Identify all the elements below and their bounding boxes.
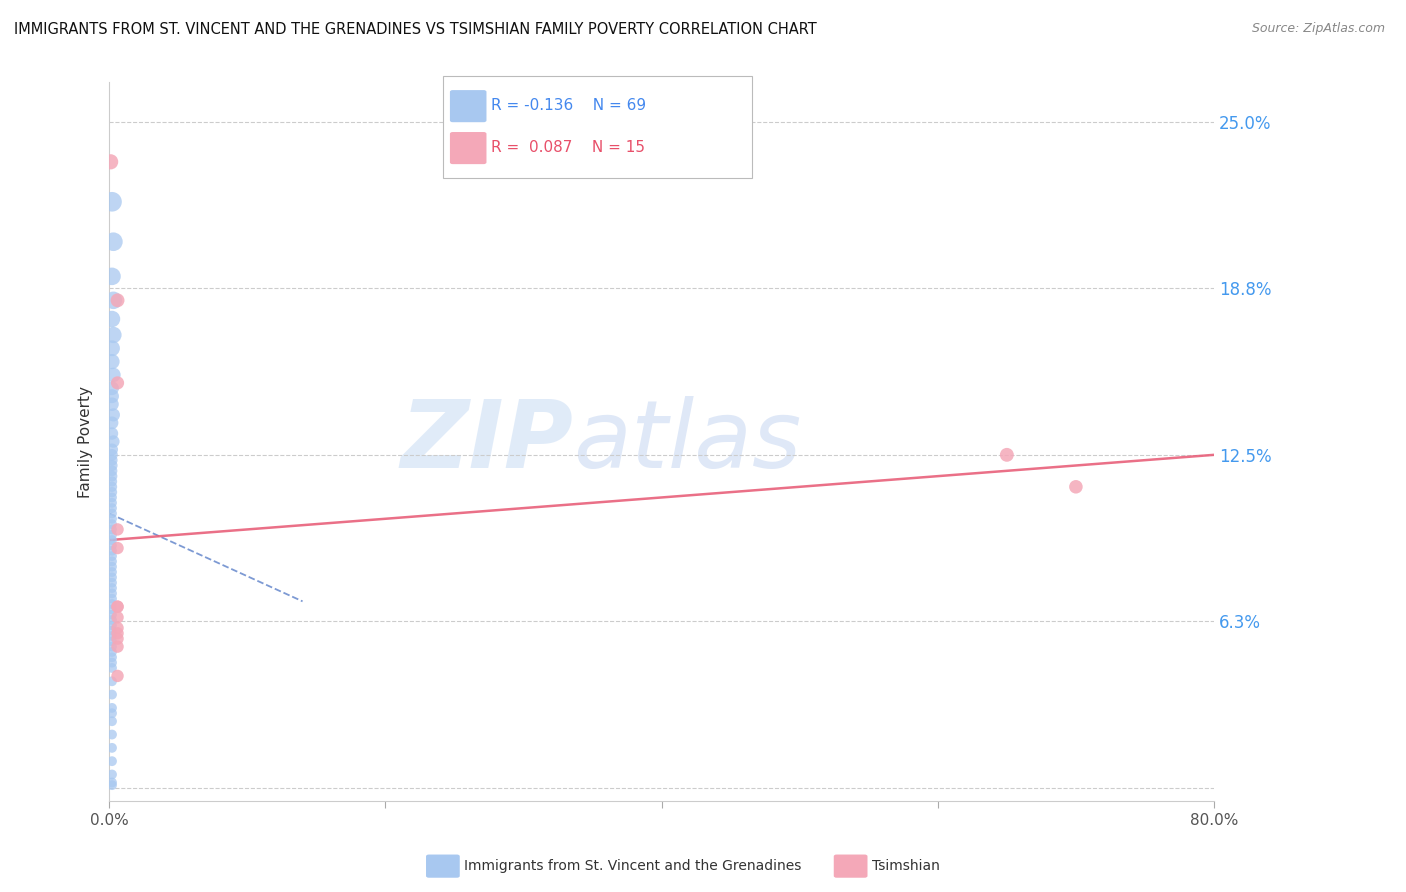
Point — [101, 475, 124, 489]
Point — [101, 194, 124, 209]
Point — [101, 570, 124, 584]
Point — [101, 656, 124, 670]
Point — [101, 496, 124, 510]
Point — [107, 541, 129, 555]
Point — [101, 397, 124, 411]
Point — [101, 533, 124, 547]
Text: Source: ZipAtlas.com: Source: ZipAtlas.com — [1251, 22, 1385, 36]
Point — [103, 328, 125, 343]
Point — [107, 293, 129, 308]
Point — [101, 714, 124, 729]
Point — [101, 754, 124, 768]
Point — [101, 650, 124, 665]
Point — [101, 565, 124, 579]
Point — [101, 640, 124, 654]
Point — [101, 507, 124, 521]
Point — [101, 426, 124, 441]
Point — [101, 269, 124, 284]
Point — [101, 674, 124, 689]
Point — [103, 235, 125, 249]
Point — [101, 469, 124, 483]
Point — [995, 448, 1018, 462]
Point — [103, 434, 125, 449]
Point — [101, 453, 124, 467]
Point — [101, 416, 124, 430]
Text: ZIP: ZIP — [401, 395, 574, 488]
Point — [101, 538, 124, 552]
Text: Tsimshian: Tsimshian — [872, 859, 939, 873]
Text: R = -0.136    N = 69: R = -0.136 N = 69 — [491, 98, 645, 112]
Point — [101, 602, 124, 616]
Point — [103, 293, 125, 308]
Point — [101, 448, 124, 462]
Point — [101, 517, 124, 532]
Point — [101, 575, 124, 590]
Point — [101, 523, 124, 537]
Point — [101, 442, 124, 457]
Point — [101, 527, 124, 541]
Point — [101, 591, 124, 606]
Point — [101, 661, 124, 675]
Point — [101, 581, 124, 595]
Point — [101, 554, 124, 568]
Point — [100, 154, 122, 169]
Point — [101, 775, 124, 789]
Point — [101, 389, 124, 403]
Point — [101, 645, 124, 659]
Point — [101, 312, 124, 326]
Text: atlas: atlas — [574, 396, 801, 487]
Point — [101, 701, 124, 715]
Point — [101, 543, 124, 558]
Text: Immigrants from St. Vincent and the Grenadines: Immigrants from St. Vincent and the Gren… — [464, 859, 801, 873]
Text: R =  0.087    N = 15: R = 0.087 N = 15 — [491, 140, 645, 154]
Point — [107, 621, 129, 635]
Point — [103, 368, 125, 382]
Point — [101, 381, 124, 395]
Point — [101, 767, 124, 781]
Point — [101, 354, 124, 368]
Point — [101, 597, 124, 611]
Point — [107, 640, 129, 654]
Point — [107, 610, 129, 624]
Point — [1064, 480, 1087, 494]
Text: IMMIGRANTS FROM ST. VINCENT AND THE GRENADINES VS TSIMSHIAN FAMILY POVERTY CORRE: IMMIGRANTS FROM ST. VINCENT AND THE GREN… — [14, 22, 817, 37]
Point — [101, 706, 124, 721]
Point — [101, 586, 124, 600]
Point — [101, 624, 124, 638]
Point — [101, 607, 124, 622]
Point — [101, 618, 124, 632]
Point — [101, 629, 124, 643]
Point — [101, 559, 124, 574]
Point — [101, 512, 124, 526]
Point — [107, 376, 129, 390]
Point — [101, 458, 124, 473]
Point — [101, 634, 124, 648]
Point — [101, 341, 124, 355]
Point — [107, 626, 129, 640]
Y-axis label: Family Poverty: Family Poverty — [79, 385, 93, 498]
Point — [107, 669, 129, 683]
Point — [101, 491, 124, 505]
Point — [101, 688, 124, 702]
Point — [101, 501, 124, 516]
Point — [107, 632, 129, 646]
Point — [107, 599, 129, 614]
Point — [101, 613, 124, 627]
Point — [101, 778, 124, 792]
Point — [101, 480, 124, 494]
Point — [107, 599, 129, 614]
Point — [101, 740, 124, 755]
Point — [101, 485, 124, 500]
Point — [101, 464, 124, 478]
Point — [101, 549, 124, 563]
Point — [103, 408, 125, 422]
Point — [107, 523, 129, 537]
Point — [101, 727, 124, 741]
